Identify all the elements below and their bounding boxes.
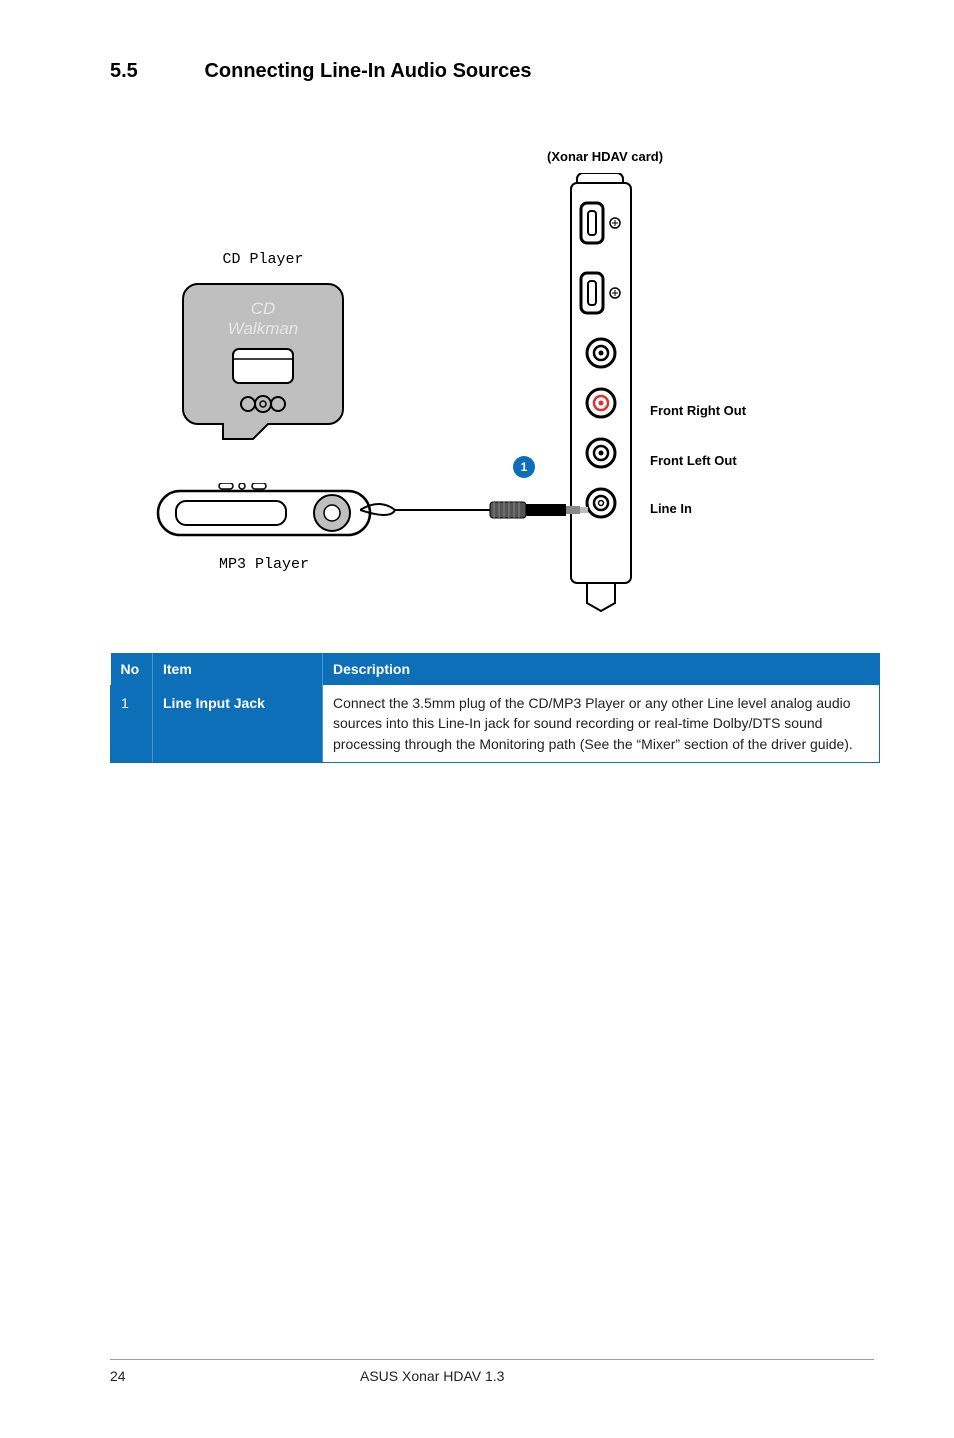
line-in-label: Line In (650, 501, 692, 516)
mp3-player-label: MP3 Player (154, 556, 374, 573)
cd-walkman-top-text: CD (251, 299, 276, 318)
cd-player-block: CD Player CD Walkman (168, 251, 358, 449)
col-header-item: Item (153, 653, 323, 685)
section-number: 5.5 (110, 60, 200, 83)
cd-player-icon: CD Walkman (178, 274, 348, 444)
col-header-no: No (111, 653, 153, 685)
front-right-out-label: Front Right Out (650, 403, 746, 418)
footer-title: ASUS Xonar HDAV 1.3 (360, 1368, 504, 1384)
table-row: 1 Line Input Jack Connect the 3.5mm plug… (111, 685, 880, 762)
section-title-text: Connecting Line-In Audio Sources (204, 60, 531, 82)
table-header-row: No Item Description (111, 653, 880, 685)
connection-diagram: (Xonar HDAV card) (110, 143, 874, 623)
mp3-player-block: MP3 Player (154, 483, 374, 573)
description-table: No Item Description 1 Line Input Jack Co… (110, 653, 880, 763)
section-heading: 5.5 Connecting Line-In Audio Sources (110, 60, 874, 83)
cell-item: Line Input Jack (153, 685, 323, 762)
audio-cable-icon (360, 498, 590, 538)
card-bracket-icon (565, 173, 645, 613)
col-header-desc: Description (323, 653, 880, 685)
cd-walkman-bottom-text: Walkman (228, 319, 299, 338)
cell-no: 1 (111, 685, 153, 762)
front-left-out-label: Front Left Out (650, 453, 737, 468)
cd-player-label: CD Player (168, 251, 358, 268)
page-number: 24 (110, 1368, 360, 1384)
xonar-card-label: (Xonar HDAV card) (547, 149, 663, 164)
mp3-player-icon (154, 483, 374, 543)
cell-desc: Connect the 3.5mm plug of the CD/MP3 Pla… (323, 685, 880, 762)
page-footer: 24 ASUS Xonar HDAV 1.3 (110, 1359, 874, 1384)
callout-badge-1: 1 (513, 456, 535, 478)
